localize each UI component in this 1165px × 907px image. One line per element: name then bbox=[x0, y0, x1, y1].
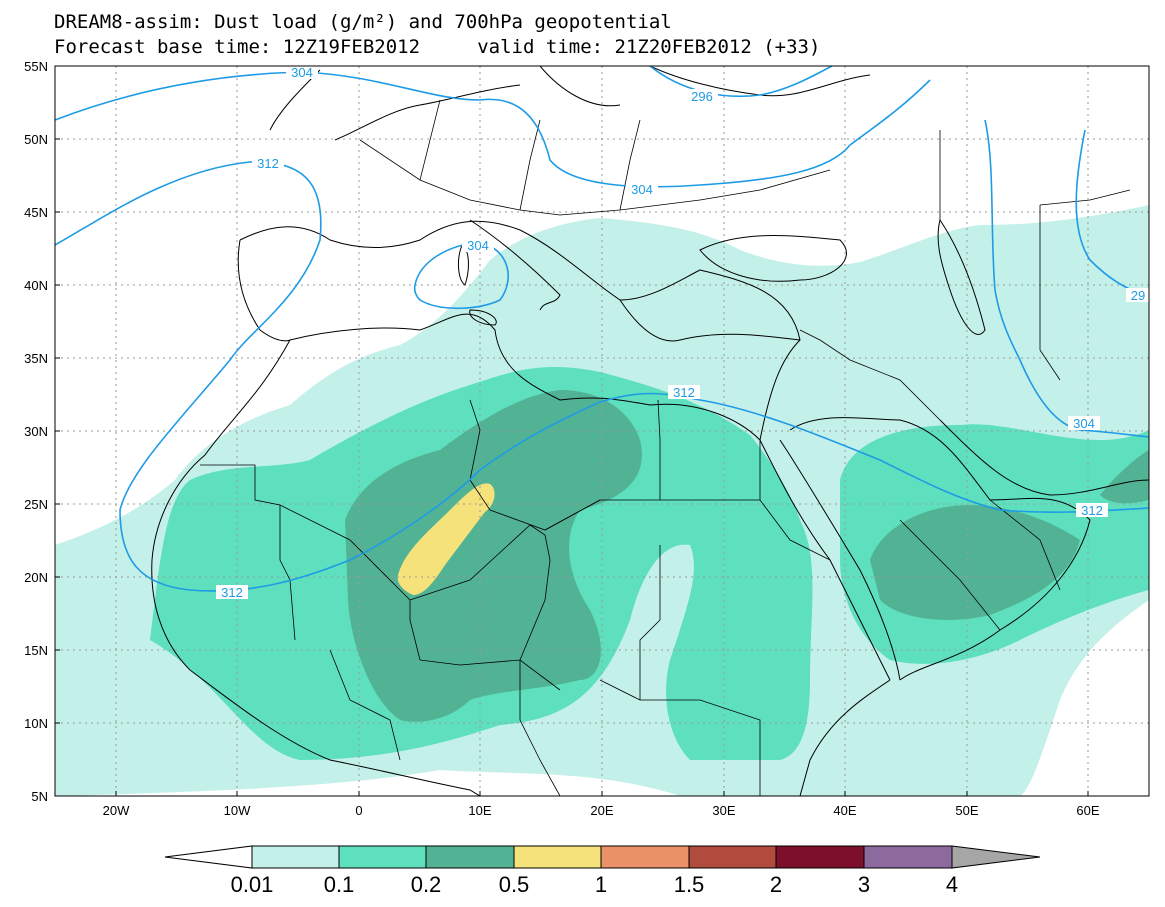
lat-label: 30N bbox=[24, 424, 48, 439]
coastlines bbox=[151, 66, 1149, 796]
dust-region-0-2-east bbox=[870, 505, 1080, 620]
contour-304-east bbox=[849, 79, 931, 146]
contour-304-east2 bbox=[984, 119, 1149, 438]
dust-region-0-2 bbox=[345, 390, 642, 722]
colorbar-segment-over bbox=[951, 845, 1041, 869]
colorbar-tick-label: 2 bbox=[769, 872, 783, 897]
colorbar-segment bbox=[600, 845, 690, 869]
colorbar-tick-label: 0.1 bbox=[323, 872, 355, 897]
lat-label: 50N bbox=[24, 132, 48, 147]
dust-region-0-2-gulf bbox=[1100, 450, 1149, 504]
colorbar-segment bbox=[863, 845, 953, 869]
longitude-axis: 20W 10W 0 10E 20E 30E 40E 50E 60E bbox=[103, 791, 1100, 818]
lat-label: 5N bbox=[31, 789, 48, 804]
lon-label: 60E bbox=[1076, 803, 1099, 818]
contour-304-north bbox=[55, 71, 851, 188]
lat-label: 45N bbox=[24, 205, 48, 220]
borders bbox=[200, 99, 1131, 796]
lat-label: 35N bbox=[24, 351, 48, 366]
colorbar-segment bbox=[513, 845, 602, 869]
colorbar-tick-label: 0.2 bbox=[410, 872, 442, 897]
colorbar-tick-label: 3 bbox=[857, 872, 871, 897]
lat-label: 55N bbox=[24, 59, 48, 74]
lat-label: 20N bbox=[24, 570, 48, 585]
contour-label: 312 bbox=[257, 156, 279, 171]
lon-label: 10E bbox=[468, 803, 491, 818]
dust-region-0-5 bbox=[397, 483, 495, 595]
latitude-axis: 55N 50N 45N 40N 35N 30N 25N 20N 15N 10N … bbox=[24, 59, 60, 804]
lon-label: 30E bbox=[712, 803, 735, 818]
colorbar-segment-under bbox=[164, 845, 253, 869]
lon-label: 50E bbox=[955, 803, 978, 818]
lat-label: 15N bbox=[24, 643, 48, 658]
contour-label: 304 bbox=[1073, 416, 1095, 431]
colorbar-segment bbox=[688, 845, 777, 869]
lat-label: 10N bbox=[24, 716, 48, 731]
lon-label: 10W bbox=[224, 803, 251, 818]
map-title: DREAM8-assim: Dust load (g/m²) and 700hP… bbox=[54, 11, 672, 33]
colorbar-tick-label: 0.5 bbox=[498, 872, 530, 897]
lat-label: 25N bbox=[24, 497, 48, 512]
colorbar-segment bbox=[775, 845, 865, 869]
colorbar bbox=[164, 845, 1041, 869]
contour-label: 29 bbox=[1131, 288, 1145, 303]
colorbar-tick-label: 1 bbox=[594, 872, 608, 897]
lon-label: 20W bbox=[103, 803, 130, 818]
colorbar-segment bbox=[338, 845, 427, 869]
contour-label: 304 bbox=[631, 182, 653, 197]
colorbar-segment bbox=[425, 845, 515, 869]
lon-label: 20E bbox=[590, 803, 613, 818]
contour-label: 296 bbox=[691, 89, 713, 104]
contour-labels: 304 296 312 304 304 312 312 304 312 29 bbox=[216, 65, 1149, 600]
contour-label: 312 bbox=[673, 385, 695, 400]
contour-304-sardinia bbox=[413, 241, 509, 310]
contour-label: 312 bbox=[221, 585, 243, 600]
map-plot-area: 304 296 312 304 304 312 312 304 312 29 bbox=[55, 65, 1149, 796]
colorbar-tick-label: 4 bbox=[945, 872, 959, 897]
colorbar-segment bbox=[251, 845, 340, 869]
colorbar-tick-label: 0.01 bbox=[230, 872, 274, 897]
graticule bbox=[55, 66, 1149, 796]
contour-312-west bbox=[55, 161, 1149, 592]
map-subtitle: Forecast base time: 12Z19FEB2012 valid t… bbox=[54, 36, 821, 58]
lon-label: 0 bbox=[355, 803, 362, 818]
contour-296 bbox=[649, 66, 833, 98]
contour-label: 304 bbox=[467, 238, 489, 253]
lat-label: 40N bbox=[24, 278, 48, 293]
contour-label: 312 bbox=[1081, 503, 1103, 518]
colorbar-tick-label: 1.5 bbox=[673, 872, 705, 897]
lon-label: 40E bbox=[833, 803, 856, 818]
contour-label: 304 bbox=[291, 65, 313, 80]
